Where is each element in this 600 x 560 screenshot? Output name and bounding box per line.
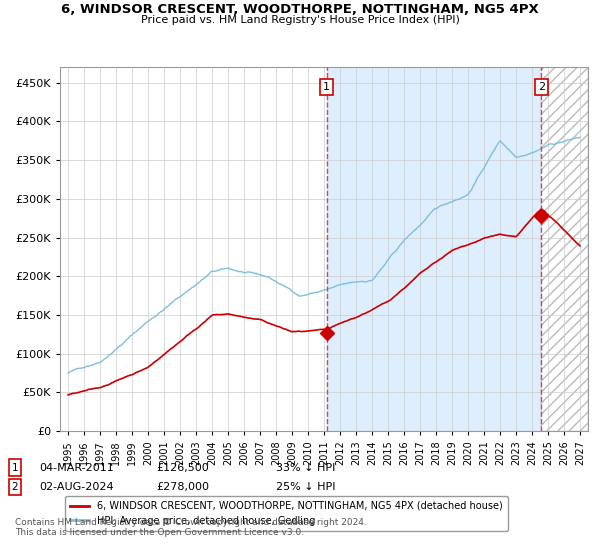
Text: 2: 2 [538, 82, 545, 92]
Bar [541, 67, 588, 431]
Text: 04-MAR-2011: 04-MAR-2011 [39, 463, 114, 473]
Text: 1: 1 [323, 82, 330, 92]
Text: Price paid vs. HM Land Registry's House Price Index (HPI): Price paid vs. HM Land Registry's House … [140, 15, 460, 25]
Text: 2: 2 [11, 482, 19, 492]
Text: 02-AUG-2024: 02-AUG-2024 [39, 482, 113, 492]
Text: 33% ↓ HPI: 33% ↓ HPI [276, 463, 335, 473]
Legend: 6, WINDSOR CRESCENT, WOODTHORPE, NOTTINGHAM, NG5 4PX (detached house), HPI: Aver: 6, WINDSOR CRESCENT, WOODTHORPE, NOTTING… [65, 496, 508, 531]
Text: £126,500: £126,500 [156, 463, 209, 473]
Bar [541, 67, 588, 431]
Bar [327, 67, 541, 431]
Text: 25% ↓ HPI: 25% ↓ HPI [276, 482, 335, 492]
Text: £278,000: £278,000 [156, 482, 209, 492]
Text: Contains HM Land Registry data © Crown copyright and database right 2024.
This d: Contains HM Land Registry data © Crown c… [15, 518, 367, 538]
Text: 6, WINDSOR CRESCENT, WOODTHORPE, NOTTINGHAM, NG5 4PX: 6, WINDSOR CRESCENT, WOODTHORPE, NOTTING… [61, 3, 539, 16]
Text: 1: 1 [11, 463, 19, 473]
